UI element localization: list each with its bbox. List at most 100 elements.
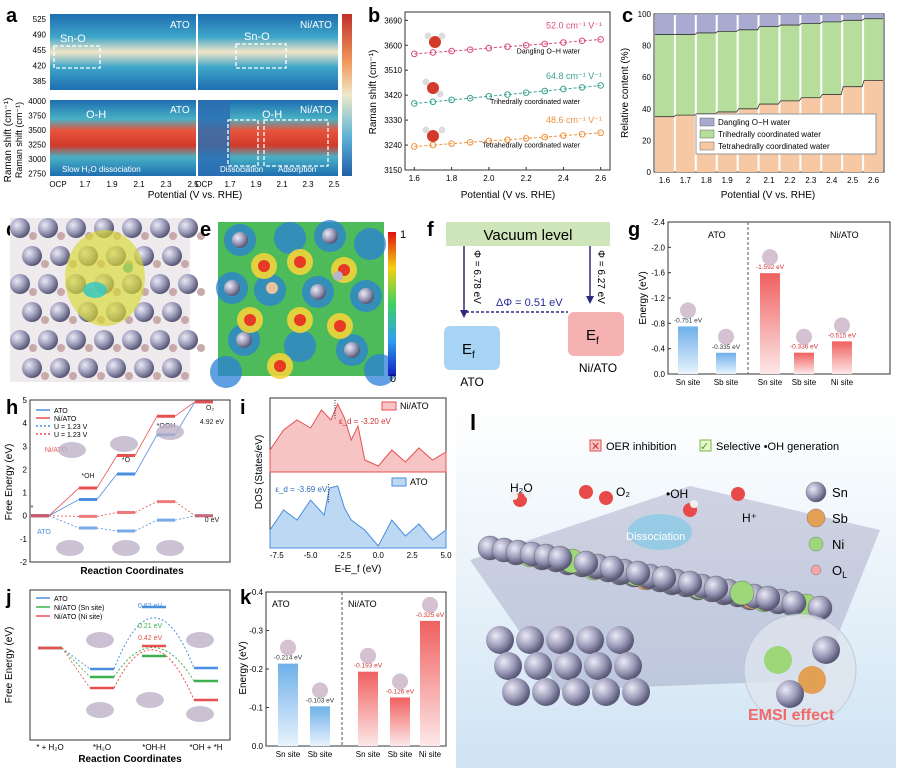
c-xtick-label: 2.6 [868,176,880,185]
label-OH-ato: O-H [86,109,106,121]
g-plot-bar-label: -0.335 eV [712,344,741,351]
o-atom-d [41,260,49,268]
panel-letter-c: c [622,5,633,27]
b-point [541,87,549,95]
k-plot-bar [278,663,298,746]
g-plot-structure-icon [834,317,850,334]
j-structure-icon [86,632,114,648]
sn-atom-d [122,330,142,350]
h-annotation: *OH [81,473,94,480]
h-structure-icon [156,540,184,556]
emsi-atom [764,646,792,674]
b-series-line [414,132,601,147]
phi-ni-text: Φ = 6.27 eV [595,250,606,304]
b-point [411,100,418,107]
b-point [560,132,567,139]
legend-atom-sb-icon [806,508,826,528]
h-annotation: 4.92 eV [200,419,224,426]
legend-atom-ni-icon [808,536,824,552]
o-atom-d [153,260,161,268]
j-structure-icon [186,706,214,722]
c-bar-segment [655,34,674,117]
panel-j-xlabel: Reaction Coordinates [78,754,182,765]
molecule-hydrogen [690,500,698,508]
a-xtick-right: OCP [195,180,212,189]
a-ytick-top: 385 [33,77,47,86]
elf-high-region [294,314,306,326]
b-point [578,37,586,45]
label-slow-dissociation: Slow H₂O dissociation [62,165,141,174]
lattice-side-atom [554,652,582,680]
i-legend-ato-swatch [391,477,407,487]
j-structure-icon [86,702,114,718]
b-point [448,47,455,55]
o-atom-d [113,344,121,352]
j-xtick-label: * + H₂O [36,743,63,752]
o-atom-d [97,372,105,380]
h-structure-icon [56,540,84,556]
sn-atom-d [150,274,170,294]
c-bar-segment [696,32,716,114]
c-legend-swatch [699,129,715,139]
sn-atom-d [22,302,42,322]
k-plot-xtick-label: Ni site [419,750,442,759]
c-ytick-label: 20 [642,136,651,145]
b-point [541,40,549,48]
a-ytick-bottom: 3500 [28,126,46,135]
b-point [504,136,511,144]
lattice-side-atom [524,652,552,680]
panel-b-ylabel: Raman shift (cm⁻¹) [368,50,379,135]
h-step-connector [48,515,80,517]
h-structure-icon [156,424,184,440]
lattice-side-atom [606,626,634,654]
k-plot-structure-icon [280,639,296,656]
b-point [522,89,530,96]
heatmap-ni-snO [198,14,338,90]
k-plot-bar [358,671,378,746]
j-xtick-label: *OH-H [142,743,166,752]
elf-high-region [334,320,346,332]
a-xtick-left: 2.1 [133,180,145,189]
phi-ni-arrowhead [586,296,594,304]
c-legend-label: Trihedrally coordinated water [718,130,821,139]
b-xtick-label: 2.6 [595,174,607,183]
c-xtick-label: 1.8 [701,176,713,185]
ef-ni-box [568,312,624,356]
label-hplus: H⁺ [742,511,757,525]
a-xtick-right: 2.1 [276,180,288,189]
c-xtick-label: 2.2 [784,176,796,185]
sn-atom-d [50,302,70,322]
o-atom-d [41,316,49,324]
water-molecule-icon [422,32,446,142]
panel-letter-e: e [200,219,211,241]
i-xtick-label: 5.0 [440,551,452,560]
c-ytick-label: 100 [638,10,652,19]
k-plot-xtick-label: Sb site [308,750,333,759]
a-ytick-bottom: 2750 [28,170,46,179]
panel-b: b 1.6 1.8 2.0 2.2 2.4 2.6 3690 3600 3510 3420 3330… [368,5,611,201]
j-legend-label: Ni/ATO (Sn site) [54,605,104,612]
sn-atom-e [232,232,248,248]
h-step-connector [96,455,118,489]
o-atom-d [57,232,65,240]
panel-letter-h: h [6,397,18,419]
panel-c-plot: 0 20 40 60 80 100 1.6 1.7 1.8 1.9 2 2.1 2.2 2.3 2.4 2.5… [638,10,883,185]
o-atom-d [29,288,37,296]
g-plot-bar [760,273,780,374]
b-ytick-label: 3510 [384,66,402,75]
b-point [597,36,604,43]
h-annotation: * [31,505,34,512]
sn-atom-d [38,330,58,350]
k-plot-bar [310,706,330,746]
c-bar-segment [759,26,779,105]
b-xtick-label: 2.0 [483,174,495,183]
k-plot-bar-label: -0.103 eV [306,697,335,704]
label-OH-ni: O-H [262,109,282,121]
sn-atom-d [178,218,198,238]
o-atom-d [57,344,65,352]
c-legend-label: Tetrahedrally coordinated water [718,142,830,151]
o-atom-d [69,372,77,380]
g-plot-structure-icon [796,328,812,345]
g-plot-bar [716,352,736,374]
